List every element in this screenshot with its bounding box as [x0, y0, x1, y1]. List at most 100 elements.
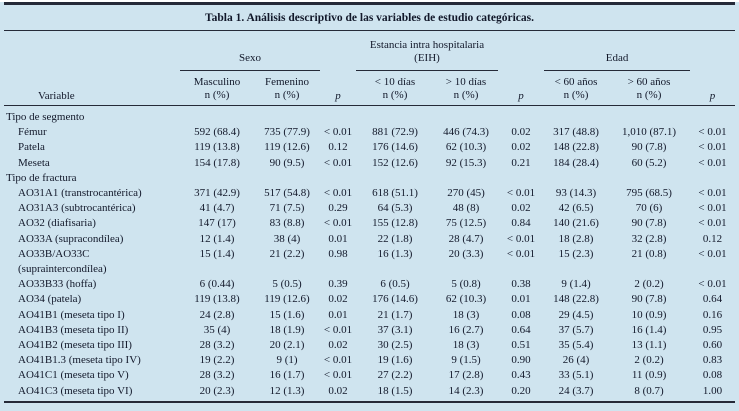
group-header-edad: Edad [544, 31, 691, 71]
table-row: AO41C3 (meseta tipo VI) 20 (2.3) 12 (1.3) 0… [4, 383, 736, 403]
value-cell: 20 (2.3) [180, 383, 254, 403]
table-row: AO41B1.3 (meseta tipo IV) 19 (2.2) 9 (1) < … [4, 353, 735, 368]
row-label: AO41B2 (meseta tipo III) [18, 339, 132, 352]
table-row: AO31A1 (transtrocantérica) 371 (42.9) 517 … [4, 186, 735, 201]
p-value-cell: 0.21 [511, 156, 531, 169]
p-value-cell: 0.02 [511, 141, 531, 154]
col-header-label: > 10 días [445, 76, 487, 88]
row-label: AO31A3 (subtrocantérica) [18, 202, 136, 215]
p-value-cell: 0.64 [511, 323, 531, 336]
value-cell: 33 (5.1) [558, 369, 594, 382]
row-label: AO31A1 (transtrocantérica) [18, 187, 142, 200]
row-label: Fémur [18, 126, 47, 139]
p-value-cell: < 0.01 [323, 217, 353, 230]
col-header-masculino: Masculino n (%) [180, 70, 254, 106]
value-cell: 90 (9.5) [269, 156, 305, 169]
value-cell: 71 (7.5) [269, 202, 305, 215]
value-cell: 9 (1) [276, 354, 298, 367]
value-cell: 21 (2.2) [269, 247, 305, 260]
value-cell: 62 (10.3) [445, 293, 487, 306]
p-value-cell: < 0.01 [698, 126, 727, 139]
value-cell: 18 (3) [452, 308, 480, 321]
value-cell: 618 (51.1) [372, 187, 418, 200]
value-cell: 16 (1.3) [377, 247, 413, 260]
value-cell: 16 (2.7) [448, 323, 484, 336]
value-cell: 93 (14.3) [555, 187, 597, 200]
value-cell: 154 (17.8) [194, 156, 240, 169]
value-cell: 592 (68.4) [194, 126, 240, 139]
p-column-header-sexo: p [320, 31, 356, 106]
empty-cells [180, 171, 735, 186]
table-header: Variable Sexo p Estancia intra hospitala… [4, 31, 736, 106]
p-value-cell: < 0.01 [698, 156, 727, 169]
value-cell: 21 (1.7) [377, 308, 413, 321]
p-value-cell: < 0.01 [323, 323, 353, 336]
p-value-cell: 0.16 [702, 308, 723, 321]
group-header-eih: Estancia intra hospitalaria (EIH) [356, 31, 499, 71]
group-header-sexo: Sexo [180, 31, 320, 71]
table-row: Patela 119 (13.8) 119 (12.6) 0.12 176 (14.6)… [4, 140, 735, 155]
p-value-cell: 0.02 [328, 339, 348, 352]
p-value-cell: 0.51 [511, 339, 531, 352]
value-cell: 16 (1.7) [269, 369, 305, 382]
value-cell: 62 (10.3) [445, 141, 487, 154]
p-value-cell: 0.20 [498, 383, 545, 403]
value-cell: 30 (2.5) [377, 339, 413, 352]
row-label: AO41B1.3 (meseta tipo IV) [18, 354, 141, 367]
row-label: AO41C3 (meseta tipo VI) [4, 383, 180, 403]
section-label: Tipo de segmento [6, 111, 85, 123]
value-cell: 37 (3.1) [377, 323, 413, 336]
row-label: AO32 (diafisaria) [18, 217, 96, 230]
value-cell: 147 (17) [198, 217, 236, 230]
p-value-cell: 0.83 [702, 354, 723, 367]
value-cell: 119 (13.8) [194, 293, 240, 306]
p-value-cell: 0.02 [511, 126, 531, 139]
p-value-cell: 0.39 [328, 278, 348, 291]
value-cell: 64 (5.3) [377, 202, 413, 215]
value-cell: 90 (7.8) [631, 293, 667, 306]
table-row: AO41B3 (meseta tipo II) 35 (4) 18 (1.9) < 0… [4, 323, 735, 338]
table-row: AO33B33 (hoffa) 6 (0.44) 5 (0.5) 0.39 6 (0.5… [4, 277, 735, 292]
table-row: AO34 (patela) 119 (13.8) 119 (12.6) 0.02 176… [4, 292, 735, 307]
col-header-menos-10-dias: < 10 días n (%) [356, 70, 434, 106]
value-cell: 27 (2.2) [377, 369, 413, 382]
value-cell: 24 (2.8) [199, 308, 235, 321]
value-cell: 6 (0.44) [199, 278, 235, 291]
value-cell: 155 (12.8) [372, 217, 418, 230]
value-cell: 60 (5.2) [631, 156, 667, 169]
value-cell: 28 (3.2) [199, 339, 235, 352]
value-cell: 18 (1.9) [269, 323, 305, 336]
value-cell: 19 (2.2) [199, 354, 235, 367]
col-header-unit: n (%) [563, 89, 589, 101]
table-row: AO41C1 (meseta tipo V) 28 (3.2) 16 (1.7) < … [4, 368, 735, 383]
value-cell: 176 (14.6) [372, 293, 418, 306]
col-header-unit: n (%) [204, 89, 230, 101]
value-cell: 184 (28.4) [553, 156, 599, 169]
value-cell: 18 (3) [452, 339, 480, 352]
p-value-cell: < 0.01 [698, 278, 727, 291]
value-cell: 148 (22.8) [553, 293, 599, 306]
p-column-header-edad: p [690, 31, 736, 106]
value-cell: 75 (12.5) [445, 217, 487, 230]
value-cell: 28 (3.2) [199, 369, 235, 382]
p-value-cell: < 0.01 [323, 369, 353, 382]
row-label: AO34 (patela) [18, 293, 82, 306]
table-row: AO31A3 (subtrocantérica) 41 (4.7) 71 (7.5)… [4, 201, 735, 216]
p-value-cell: 0.98 [328, 247, 348, 260]
col-header-mas-10-dias: > 10 días n (%) [434, 70, 499, 106]
value-cell: 32 (2.8) [631, 232, 667, 245]
col-header-femenino: Femenino n (%) [254, 70, 320, 106]
p-value-cell: 0.01 [511, 293, 531, 306]
p-value-cell: 0.95 [702, 323, 723, 336]
value-cell: 21 (0.8) [631, 247, 667, 260]
value-cell: 70 (6) [635, 202, 663, 215]
row-label: AO41B3 (meseta tipo II) [18, 323, 129, 336]
section-label: Tipo de fractura [6, 171, 77, 184]
section-row: Tipo de fractura [4, 171, 735, 186]
row-label: AO33B/AO33C (supraintercondílea) [18, 247, 107, 276]
p-value-cell: 0.38 [511, 278, 531, 291]
col-header-unit: n (%) [382, 89, 408, 101]
value-cell: 176 (14.6) [372, 141, 418, 154]
value-cell: 38 (4) [273, 232, 301, 245]
value-cell: 15 (1.6) [269, 308, 305, 321]
